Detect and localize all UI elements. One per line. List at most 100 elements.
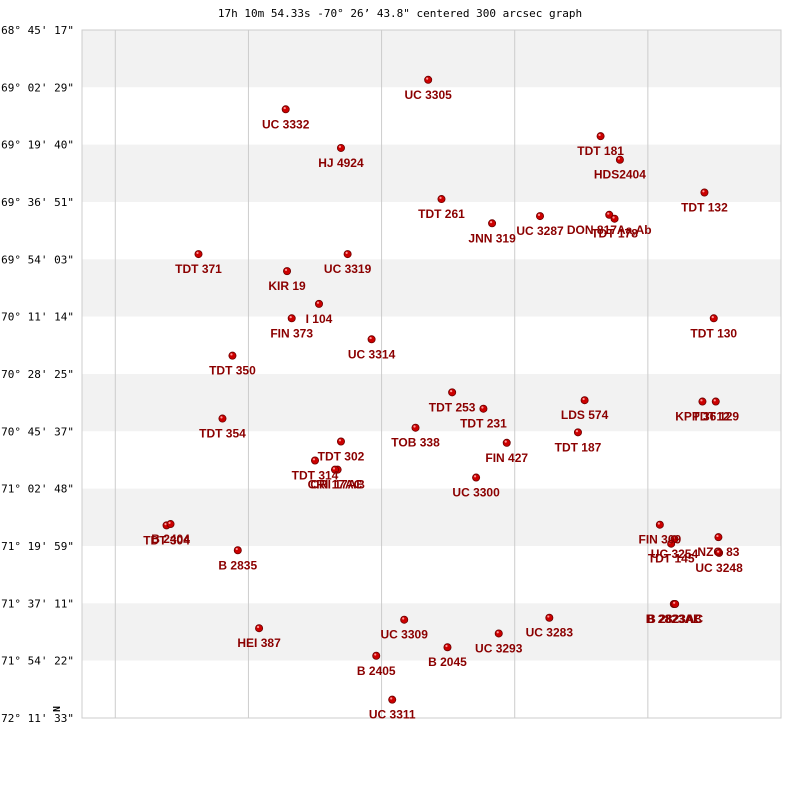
star-label: UC 3283 [526, 626, 574, 640]
star-marker [671, 599, 680, 608]
star-marker [711, 397, 720, 406]
star-marker-highlight [673, 601, 676, 604]
star-marker-highlight [450, 390, 453, 393]
star-label: TDT 354 [199, 427, 246, 441]
star-label: UC 3254 [651, 547, 699, 561]
star-marker-highlight [496, 631, 499, 634]
star-marker [443, 643, 452, 652]
star-label: TOB 338 [391, 436, 440, 450]
star-marker [336, 437, 345, 446]
star-marker-highlight [716, 550, 720, 553]
star-marker [536, 212, 545, 221]
star-label: TDT 304 [143, 533, 190, 547]
star-label: CRI 17AB [310, 478, 365, 492]
star-marker-highlight [413, 425, 416, 428]
star-marker [700, 188, 709, 197]
star-label: B 2823AB [646, 612, 702, 626]
star-marker [400, 615, 409, 624]
star-marker-highlight [672, 536, 675, 540]
star-marker [388, 695, 397, 704]
star-marker [610, 214, 619, 223]
star-marker-highlight [598, 133, 601, 137]
star-marker [502, 438, 511, 447]
star-marker-highlight [716, 534, 719, 538]
star-marker-highlight [711, 316, 714, 319]
y-tick-label: -69° 54' 03" [0, 253, 74, 266]
star-marker [709, 314, 718, 323]
star-marker-highlight [230, 353, 233, 356]
plot-bands [82, 30, 781, 718]
star-label: LDS 574 [561, 408, 609, 422]
star-marker [580, 396, 589, 405]
grid-band [82, 202, 781, 260]
star-label: UC 3314 [348, 347, 396, 361]
star-marker-highlight [374, 653, 377, 656]
star-label: KIR 19 [268, 279, 306, 293]
y-tick-label: -69° 02' 29" [0, 81, 74, 94]
y-tick-label: -71° 02' 48" [0, 483, 74, 496]
chart-title: 17h 10m 54.33s -70° 26’ 43.8" centered 3… [218, 7, 582, 20]
star-marker-highlight [338, 145, 342, 148]
star-label: UC 3293 [475, 641, 523, 655]
grid-band [82, 603, 781, 661]
star-label: UC 3319 [324, 262, 372, 276]
star-marker [281, 105, 290, 114]
star-label: FIN 427 [485, 451, 528, 465]
star-marker [343, 250, 352, 259]
star-label: B 2835 [218, 558, 257, 572]
star-label: B 2823AC [647, 612, 703, 626]
north-label: N [52, 706, 63, 712]
y-tick-label: -68° 45' 17" [0, 24, 74, 37]
grid-band [82, 374, 781, 432]
star-marker-highlight [617, 157, 620, 160]
star-label: TDT 187 [555, 440, 602, 454]
star-marker-highlight [235, 547, 238, 551]
star-marker [314, 299, 323, 308]
star-marker-highlight [481, 406, 484, 409]
star-marker-highlight [504, 440, 507, 443]
star-label: TDT 130 [690, 326, 737, 340]
star-label: UC 3309 [381, 628, 429, 642]
star-label: UC 3332 [262, 117, 310, 131]
star-marker [228, 351, 237, 360]
plot-frame [81, 29, 782, 719]
grid-band [82, 431, 781, 489]
y-tick-label: -70° 11' 14" [0, 311, 74, 324]
star-marker-highlight [537, 213, 541, 216]
y-tick-label: -71° 37' 11" [0, 597, 74, 610]
star-marker-highlight [316, 301, 320, 304]
star-marker [233, 546, 242, 555]
star-marker [194, 250, 203, 259]
star-marker-highlight [338, 439, 342, 442]
star-label: TDT 181 [577, 144, 624, 158]
star-label: UC 3305 [404, 88, 452, 102]
star-label: B 2045 [428, 655, 467, 669]
star-label: TDT 132 [681, 200, 728, 214]
y-tick-label: -69° 19' 40" [0, 139, 74, 152]
star-marker-highlight [369, 336, 372, 340]
star-marker-highlight [168, 521, 171, 524]
star-label: FIN 373 [270, 326, 313, 340]
star-label: CRI 17AC [308, 478, 363, 492]
star-label: B 2404 [151, 532, 190, 546]
y-tick-label: -70° 28' 25" [0, 368, 74, 381]
star-marker-highlight [220, 416, 223, 419]
star-marker-highlight [332, 467, 336, 470]
star-marker-highlight [439, 196, 442, 199]
star-labels: UC 3305 UC 3332 HJ 4924 TDT 181 HDS2404 TDT 1… [143, 88, 743, 722]
star-marker-highlight [289, 316, 292, 319]
star-label: TDT 350 [209, 364, 256, 378]
star-marker [596, 132, 605, 141]
star-marker [372, 651, 381, 660]
star-label: DON 817Aa,Ab [567, 223, 652, 237]
star-points [162, 75, 724, 704]
star-label: FIN 309 [638, 533, 681, 547]
star-label: HDS2404 [594, 168, 646, 182]
grid-band [82, 488, 781, 546]
star-marker-highlight [445, 644, 448, 648]
star-marker [255, 624, 264, 633]
star-marker-highlight [702, 190, 705, 193]
star-marker [437, 195, 446, 204]
star-label: TDT 261 [418, 207, 465, 221]
